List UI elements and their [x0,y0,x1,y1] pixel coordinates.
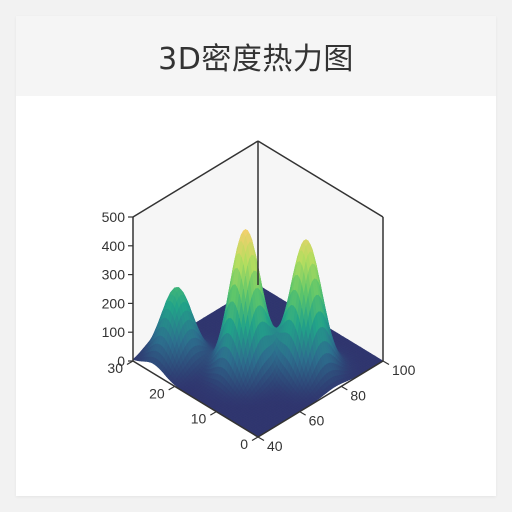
x-tick [383,361,389,365]
y-tick [252,437,258,441]
x-tick-label: 40 [267,438,283,454]
x-tick-label: 80 [350,387,366,403]
x-tick [258,437,264,441]
z-tick-label: 500 [102,209,126,225]
y-tick-label: 0 [240,436,248,452]
z-tick-label: 300 [102,267,126,283]
x-tick [341,386,347,390]
x-tick-label: 60 [309,413,325,429]
z-tick-label: 0 [117,353,125,369]
x-tick [300,412,306,416]
y-tick-label: 20 [149,385,165,401]
z-tick-label: 200 [102,295,126,311]
z-tick-label: 400 [102,238,126,254]
y-tick [210,412,216,416]
y-tick-label: 10 [191,411,207,427]
chart-card: 3D密度热力图 40 60 80 100 0 10 20 30 0 100 200 300 400 500 [16,16,496,496]
x-tick-label: 100 [392,362,416,378]
z-tick-label: 100 [102,324,126,340]
y-tick [169,386,175,390]
